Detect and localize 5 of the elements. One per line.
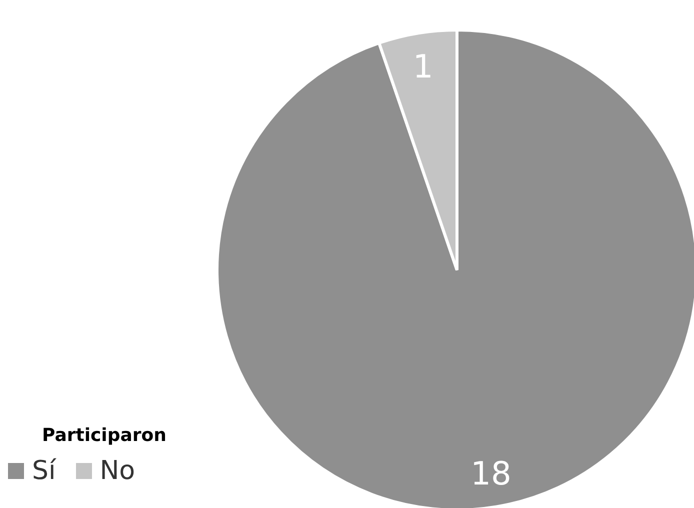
- data-label: 18: [470, 454, 512, 493]
- legend-label: Sí: [32, 456, 56, 486]
- legend-title: Participaron: [42, 425, 166, 446]
- legend-label: No: [100, 456, 136, 486]
- data-label: 1: [412, 47, 434, 86]
